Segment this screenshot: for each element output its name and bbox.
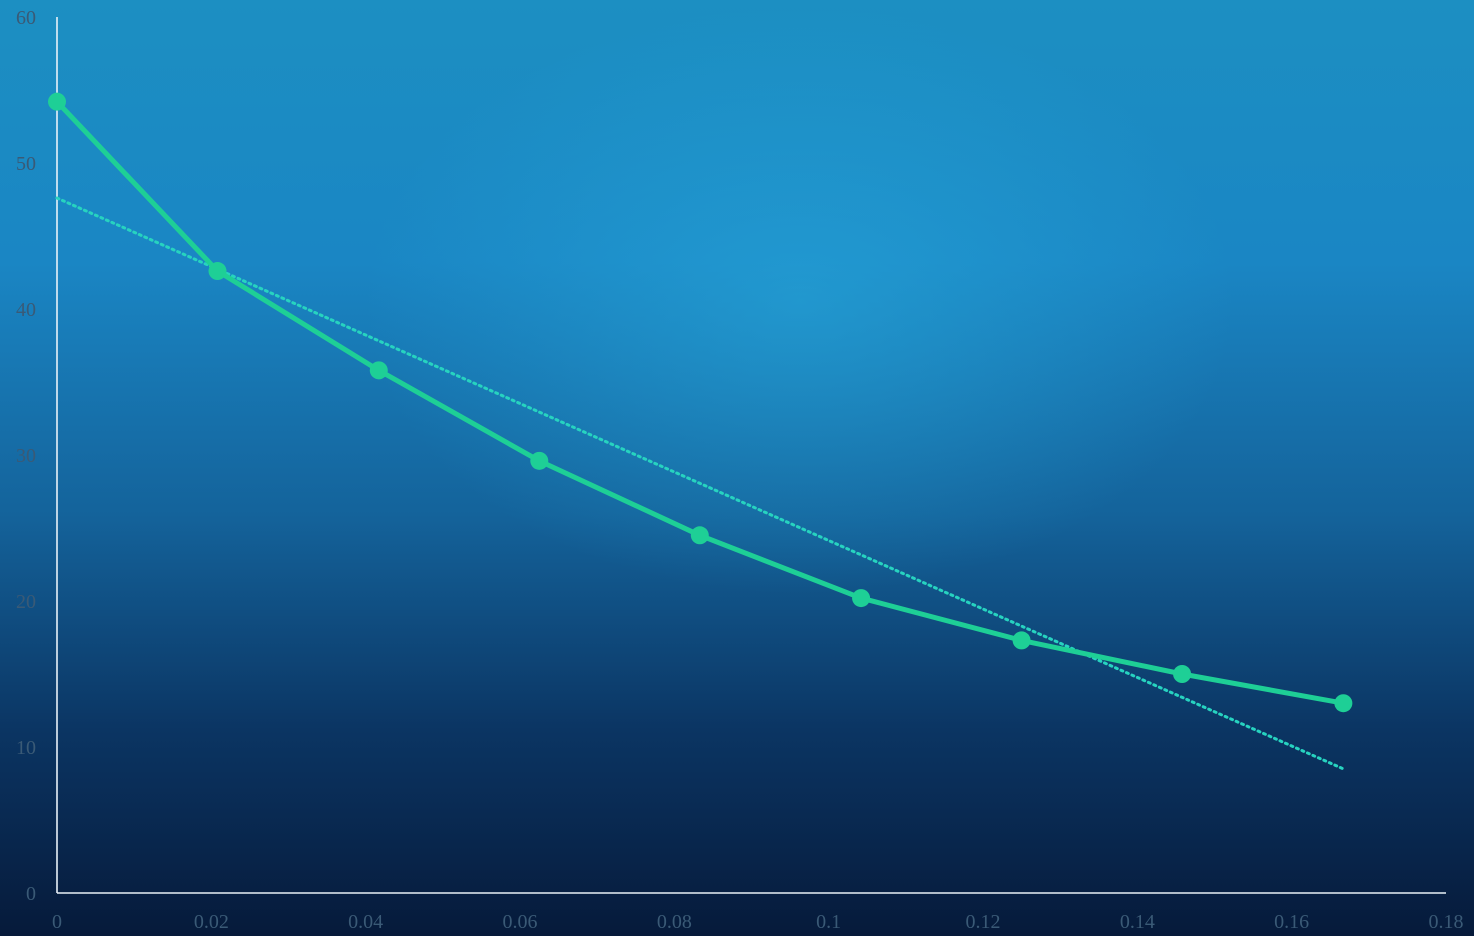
x-tick-label: 0: [52, 911, 62, 933]
x-tick-label: 0.16: [1274, 911, 1309, 933]
axes: [56, 17, 1446, 894]
data-point: [1334, 694, 1353, 713]
x-tick-label: 0.06: [503, 911, 538, 933]
trendline-layer: [55, 196, 1345, 771]
y-tick-label: 60: [16, 7, 36, 29]
x-tick-label: 0.1: [816, 911, 841, 933]
y-tick-label: 30: [16, 445, 36, 467]
x-tick-label: 0.04: [348, 911, 383, 933]
y-tick-label: 40: [16, 299, 36, 321]
y-tick-label: 50: [16, 153, 36, 175]
trendline: [55, 196, 1345, 771]
data-point: [369, 361, 388, 380]
data-point: [208, 262, 227, 281]
data-point: [1012, 631, 1031, 650]
series-layer: [48, 92, 1353, 713]
y-tick-label: 0: [26, 883, 36, 905]
x-tick-label: 0.18: [1429, 911, 1464, 933]
data-point: [852, 589, 871, 608]
data-point: [530, 451, 549, 470]
series-line: [54, 99, 1346, 706]
data-point: [690, 526, 709, 545]
y-tick-labels: 0 10 20 30 40 50 60: [16, 7, 36, 905]
x-tick-label: 0.14: [1120, 911, 1155, 933]
x-tick-label: 0.08: [657, 911, 692, 933]
x-tick-labels: 0 0.02 0.04 0.06 0.08 0.1 0.12 0.14 0.16 0.18: [52, 911, 1464, 933]
data-point: [48, 92, 66, 111]
y-tick-label: 10: [16, 737, 36, 759]
data-point: [1173, 665, 1192, 683]
x-tick-label: 0.12: [966, 911, 1001, 933]
y-tick-label: 20: [16, 591, 36, 613]
x-tick-label: 0.02: [194, 911, 229, 933]
